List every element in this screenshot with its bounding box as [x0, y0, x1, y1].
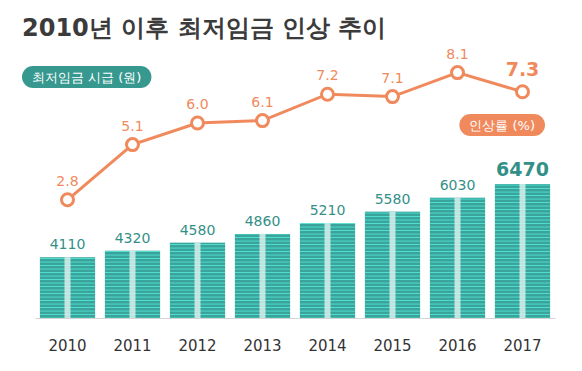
bill-band	[130, 251, 136, 318]
bar-label: 4580	[180, 222, 216, 238]
x-tick-label: 2015	[373, 337, 411, 355]
bar-label: 4860	[245, 213, 281, 229]
bar	[365, 212, 420, 318]
marker	[127, 139, 139, 151]
line-label: 5.1	[121, 118, 143, 134]
bar	[235, 234, 290, 318]
line-label: 7.2	[316, 67, 338, 83]
marker	[322, 88, 334, 100]
x-tick: 2012	[178, 337, 216, 355]
bill-band	[260, 234, 266, 318]
x-tick: 2010	[48, 337, 86, 355]
x-tick-label: 2014	[308, 337, 346, 355]
bar	[300, 223, 355, 318]
series-label-text: 인상률 (%)	[469, 118, 535, 133]
x-tick-label: 2013	[243, 337, 281, 355]
series-label-text: 최저임금 시급 (원)	[32, 70, 141, 85]
series-label-badge	[459, 114, 545, 136]
bar	[430, 198, 485, 318]
line-label: 7.1	[381, 70, 403, 86]
marker	[517, 86, 529, 98]
marker	[387, 91, 399, 103]
bar	[105, 251, 160, 318]
bill-band	[195, 243, 201, 318]
line-label: 6.0	[186, 96, 208, 112]
series-label-badge	[22, 66, 151, 88]
plot-area	[40, 67, 550, 318]
series-label: 인상률 (%)	[459, 114, 545, 136]
bill-band	[390, 212, 396, 318]
bar-label: 5210	[310, 202, 346, 218]
line-label: 7.3	[506, 58, 540, 80]
line-label: 8.1	[446, 46, 468, 62]
bill-band	[325, 223, 331, 318]
bar-label: 4110	[50, 236, 86, 252]
line	[68, 73, 523, 200]
bill-band	[520, 184, 526, 318]
x-tick-label: 2016	[438, 337, 476, 355]
marker	[192, 117, 204, 129]
x-axis-line	[36, 318, 556, 319]
x-tick: 2011	[113, 337, 151, 355]
bar-label: 6470	[496, 158, 549, 180]
x-tick: 2014	[308, 337, 346, 355]
x-tick: 2017	[503, 337, 541, 355]
series-label: 최저임금 시급 (원)	[22, 66, 151, 88]
marker	[62, 194, 74, 206]
bar-label: 4320	[115, 230, 151, 246]
x-tick-label: 2010	[48, 337, 86, 355]
marker	[452, 67, 464, 79]
bar	[40, 257, 95, 318]
bill-band	[65, 257, 71, 318]
bar-label: 5580	[375, 191, 411, 207]
x-tick: 2016	[438, 337, 476, 355]
line-label: 6.1	[251, 94, 273, 110]
bar	[170, 243, 225, 318]
marker	[257, 115, 269, 127]
x-tick-label: 2011	[113, 337, 151, 355]
chart: 2010년 이후 최저임금 인상 추이 4110 4320 4580 4860 5210 5…	[0, 0, 582, 371]
x-tick: 2013	[243, 337, 281, 355]
x-tick-label: 2017	[503, 337, 541, 355]
bar	[495, 184, 550, 318]
x-tick: 2015	[373, 337, 411, 355]
bill-band	[455, 198, 461, 318]
line-label: 2.8	[56, 173, 78, 189]
x-axis: 2010 2011 2012 2013 2014 2015 2016 2017	[36, 319, 556, 355]
x-tick-label: 2012	[178, 337, 216, 355]
bar-label: 6030	[440, 177, 476, 193]
title: 2010년 이후 최저임금 인상 추이	[22, 14, 386, 42]
